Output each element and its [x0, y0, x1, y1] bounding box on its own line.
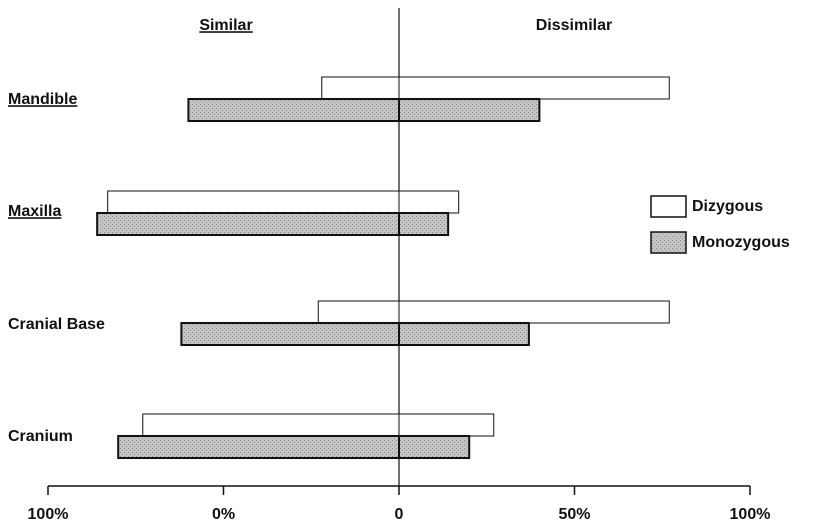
- bar-similar: [180, 322, 400, 346]
- bar-similar: [107, 190, 400, 214]
- bar-dissimilar: [398, 212, 450, 236]
- x-tick-label: 0%: [212, 506, 235, 523]
- legend-label: Dizygous: [692, 198, 763, 215]
- left-heading: Similar: [199, 17, 252, 34]
- x-tick-label: 50%: [558, 506, 590, 523]
- legend-label: Monozygous: [692, 234, 790, 251]
- category-label: Maxilla: [8, 203, 61, 220]
- bar-similar: [117, 435, 400, 459]
- category-label: Mandible: [8, 91, 77, 108]
- x-tick-label: 100%: [28, 506, 69, 523]
- legend-swatch: [650, 195, 687, 218]
- x-tick-label: 100%: [730, 506, 771, 523]
- bar-similar: [321, 76, 400, 100]
- bar-similar: [142, 413, 400, 437]
- bar-similar: [317, 300, 400, 324]
- bar-dissimilar: [398, 413, 495, 437]
- bar-dissimilar: [398, 322, 530, 346]
- bar-dissimilar: [398, 98, 541, 122]
- x-tick-label: 0: [395, 506, 404, 523]
- right-heading: Dissimilar: [536, 17, 612, 34]
- bar-dissimilar: [398, 435, 471, 459]
- bar-dissimilar: [398, 76, 670, 100]
- bar-similar: [96, 212, 400, 236]
- legend-swatch: [650, 231, 687, 254]
- bar-dissimilar: [398, 300, 670, 324]
- bar-dissimilar: [398, 190, 460, 214]
- category-label: Cranium: [8, 428, 73, 445]
- bar-similar: [187, 98, 400, 122]
- category-label: Cranial Base: [8, 316, 105, 333]
